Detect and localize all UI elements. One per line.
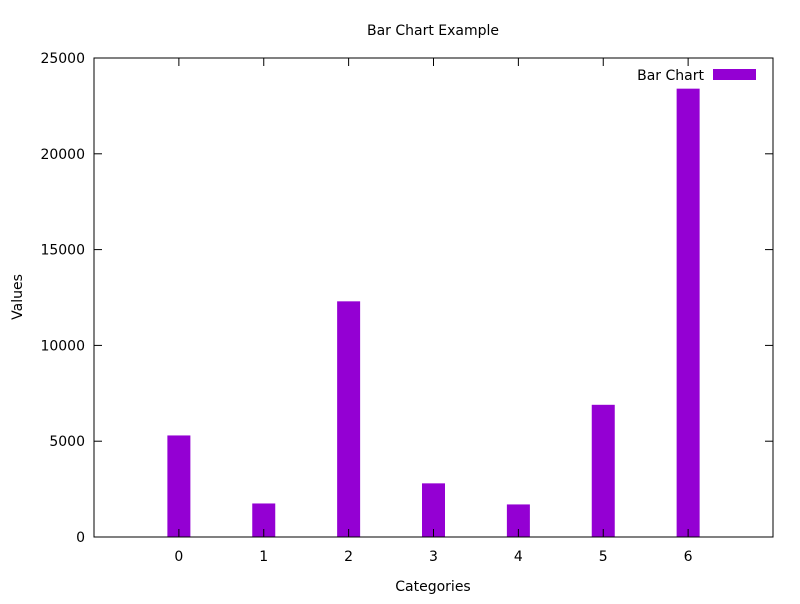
x-tick-label: 5: [599, 549, 608, 565]
bar: [676, 88, 700, 537]
y-tick-label: 5000: [49, 434, 85, 450]
x-tick-label: 2: [344, 549, 353, 565]
bar: [337, 301, 361, 537]
y-axis-label: Values: [10, 274, 26, 320]
bar: [252, 503, 276, 537]
y-tick-label: 20000: [40, 147, 85, 163]
x-tick-label: 0: [174, 549, 183, 565]
y-tick-label: 15000: [40, 243, 85, 259]
bar: [506, 504, 530, 537]
bar: [422, 483, 445, 537]
y-tick-label: 10000: [40, 338, 85, 354]
axes-layer: [93, 57, 774, 538]
x-tick-label: 1: [259, 549, 268, 565]
x-tick-label: 4: [514, 549, 523, 565]
legend-label: Bar Chart: [637, 68, 704, 84]
y-tick-label: 0: [76, 530, 85, 546]
bar: [167, 435, 191, 537]
bars-layer: [167, 88, 700, 537]
legend: Bar Chart: [637, 68, 756, 84]
plot-border: [93, 57, 774, 538]
chart-title: Bar Chart Example: [367, 23, 499, 39]
ticks-layer: 0 5000 10000 15000 20000 25000 0 1 2 3 4 5 6: [40, 51, 773, 565]
y-tick-label: 25000: [40, 51, 85, 67]
legend-swatch: [713, 69, 756, 80]
x-tick-label: 3: [429, 549, 438, 565]
bar: [591, 404, 615, 537]
x-tick-label: 6: [684, 549, 693, 565]
x-axis-label: Categories: [395, 579, 470, 595]
